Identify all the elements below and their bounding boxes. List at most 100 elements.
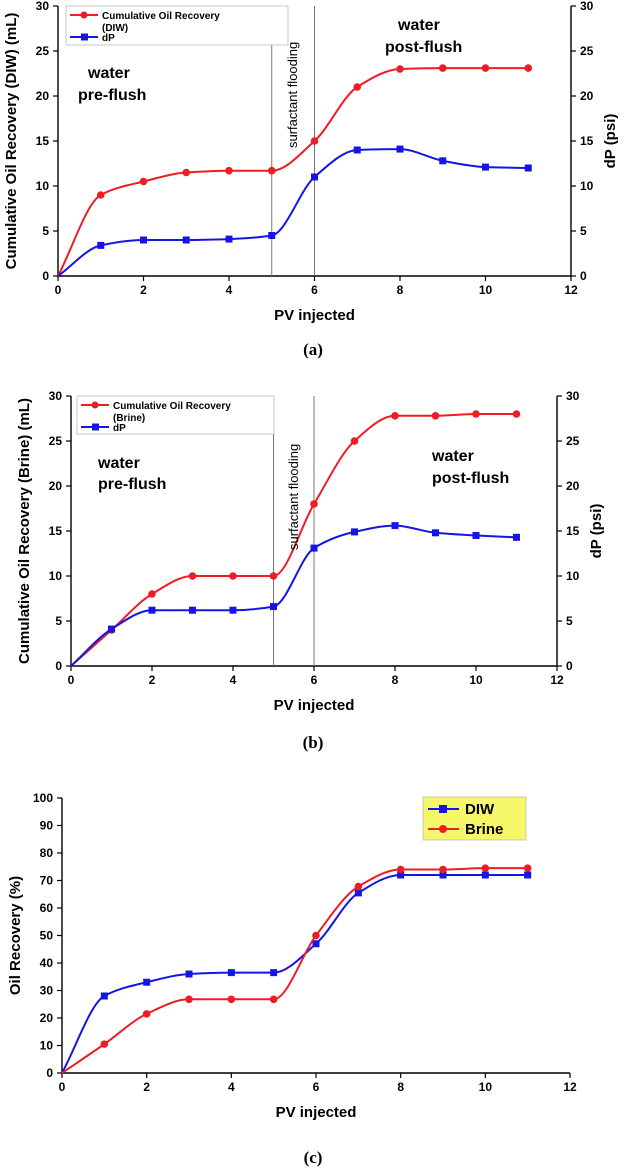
y2-tick-label: 25: [580, 44, 594, 58]
data-point: [354, 889, 362, 897]
y-tick-label: 15: [36, 134, 50, 148]
data-point: [354, 882, 363, 891]
panel-label: (c): [304, 1148, 323, 1167]
y-tick-label: 100: [33, 791, 53, 805]
x-axis-title: PV injected: [274, 697, 355, 714]
y-tick-label: 40: [40, 956, 54, 970]
x-tick-label: 8: [397, 1080, 404, 1094]
x-tick-label: 6: [311, 283, 318, 297]
y-tick-label: 25: [49, 434, 63, 448]
x-tick-label: 12: [564, 283, 578, 297]
y-tick-label: 10: [49, 569, 63, 583]
x-tick-label: 4: [230, 673, 237, 687]
x-tick-label: 6: [311, 673, 318, 687]
panel-label: (b): [303, 733, 324, 752]
data-point: [353, 146, 361, 154]
y2-tick-label: 20: [580, 89, 594, 103]
data-point: [513, 533, 520, 541]
legend-label: dP: [102, 33, 115, 44]
data-point: [143, 978, 151, 986]
legend-box: [65, 5, 289, 46]
y-tick-label: 0: [46, 1066, 53, 1080]
data-point: [312, 940, 320, 948]
annotation-postflush-1: water: [397, 17, 440, 34]
legend-marker: [80, 11, 88, 19]
annotation-postflush-2: post-flush: [432, 470, 509, 487]
x-axis-title: PV injected: [274, 307, 355, 324]
data-point: [108, 625, 115, 633]
x-tick-label: 10: [479, 283, 493, 297]
data-point: [311, 173, 318, 181]
data-point: [270, 603, 277, 611]
data-point: [350, 437, 359, 445]
y-tick-label: 20: [36, 89, 50, 103]
data-point: [391, 412, 399, 420]
y2-tick-label: 0: [580, 269, 587, 283]
y2-tick-label: 25: [566, 434, 580, 448]
data-point: [225, 235, 233, 243]
y2-tick-label: 30: [566, 389, 580, 403]
x-tick-label: 2: [140, 283, 147, 297]
data-point: [523, 864, 532, 872]
x-tick-label: 8: [397, 283, 404, 297]
legend-marker: [439, 805, 447, 813]
y-tick-label: 10: [40, 1039, 54, 1053]
y-tick-label: 30: [36, 0, 50, 13]
y-tick-label: 20: [49, 479, 63, 493]
annotation-preflush-1: water: [97, 455, 140, 472]
y2-tick-label: 5: [566, 614, 573, 628]
data-point: [100, 1040, 109, 1048]
data-point: [439, 865, 447, 874]
data-point: [472, 532, 480, 539]
y2-tick-label: 15: [566, 524, 580, 538]
y-tick-label: 0: [55, 659, 62, 673]
data-point: [185, 970, 193, 978]
x-tick-label: 0: [59, 1080, 66, 1094]
data-point: [396, 65, 404, 73]
y2-axis-title: dP (psi): [602, 114, 619, 169]
x-tick-label: 0: [68, 673, 75, 687]
x-tick-label: 2: [143, 1080, 150, 1094]
y-tick-label: 30: [40, 984, 54, 998]
legend-marker: [81, 33, 88, 41]
data-point: [270, 969, 278, 977]
x-tick-label: 4: [226, 283, 233, 297]
data-point: [472, 410, 480, 418]
y-tick-label: 30: [49, 389, 63, 403]
legend-label-cont: (DIW): [102, 23, 128, 34]
y-tick-label: 60: [40, 901, 54, 915]
data-point: [227, 995, 236, 1004]
panel-label: (a): [303, 340, 323, 359]
data-point: [96, 191, 105, 199]
data-point: [188, 572, 197, 580]
y-tick-label: 80: [40, 846, 54, 860]
x-axis-title: PV injected: [276, 1104, 357, 1121]
x-tick-label: 0: [55, 283, 62, 297]
data-point: [310, 500, 318, 508]
x-tick-label: 8: [392, 673, 399, 687]
y-axis-title: Oil Recovery (%): [7, 876, 24, 995]
x-tick-label: 12: [563, 1080, 577, 1094]
annotation-preflush-2: pre-flush: [78, 87, 146, 104]
legend-label: DIW: [465, 801, 495, 818]
y-tick-label: 20: [40, 1011, 54, 1025]
data-point: [396, 865, 405, 874]
x-tick-label: 10: [479, 1080, 493, 1094]
data-point: [481, 871, 489, 879]
series-line-dp: [57, 148, 529, 277]
data-point: [351, 528, 358, 536]
y-axis-title: Cumulative Oil Recovery (Brine) (mL): [16, 398, 33, 664]
data-point: [512, 410, 521, 418]
y2-axis-title: dP (psi): [588, 504, 605, 559]
y-tick-label: 70: [40, 874, 54, 888]
legend-box: [422, 796, 527, 841]
x-tick-label: 12: [550, 673, 564, 687]
y2-tick-label: 5: [580, 224, 587, 238]
y-tick-label: 90: [40, 819, 54, 833]
data-point: [267, 166, 276, 175]
y2-tick-label: 15: [580, 134, 594, 148]
data-point: [139, 177, 148, 186]
data-point: [148, 606, 156, 614]
data-point: [269, 995, 278, 1004]
